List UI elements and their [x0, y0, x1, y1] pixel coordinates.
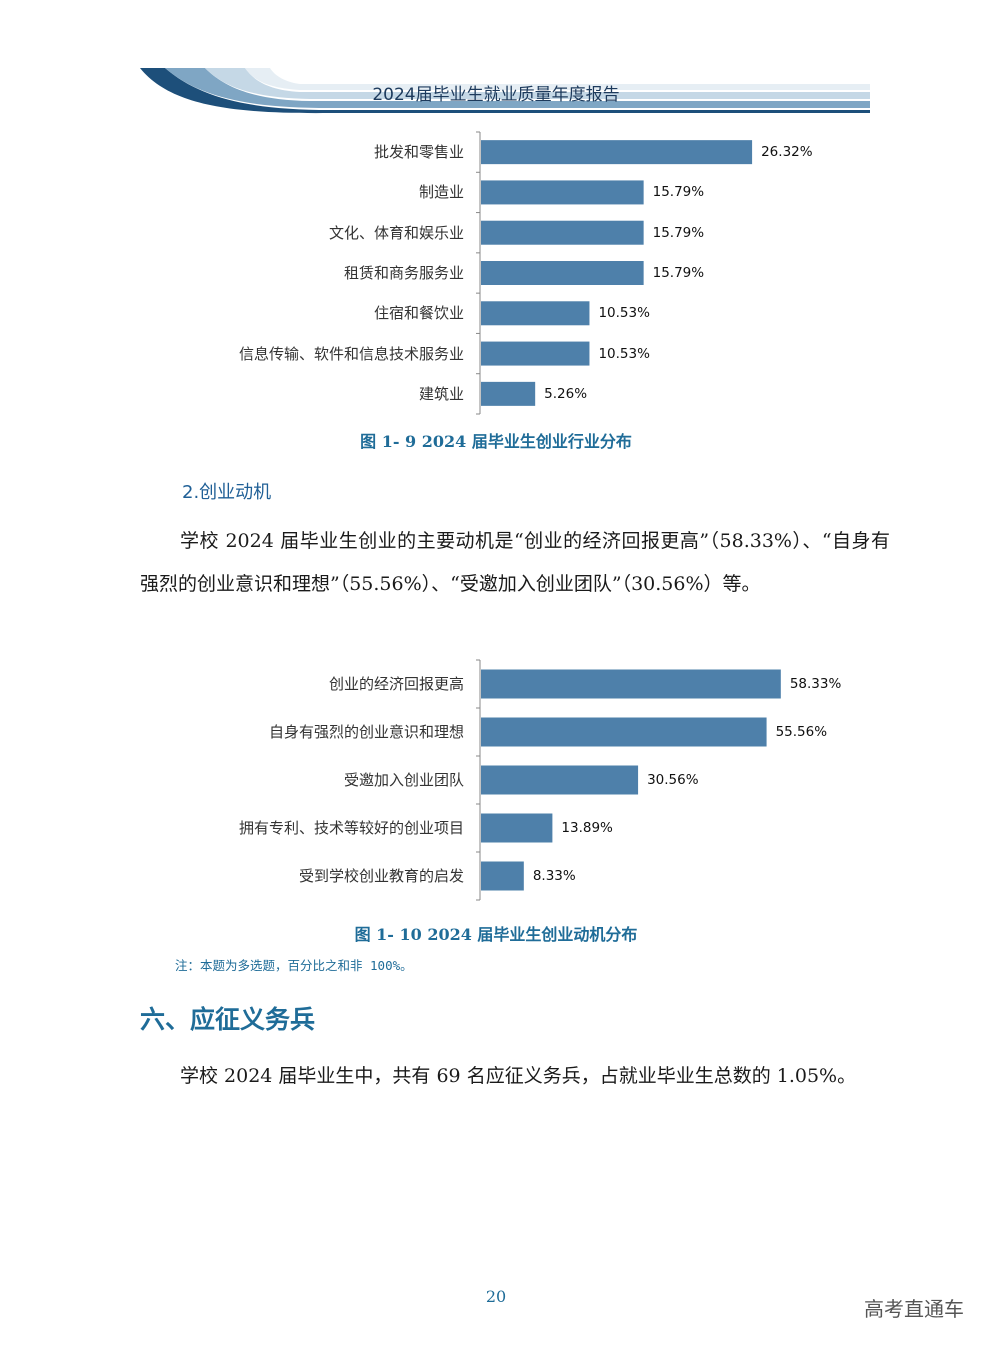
value-label: 15.79%	[652, 224, 705, 241]
value-label: 10.53%	[598, 345, 650, 362]
bar-1	[481, 669, 781, 699]
category-label: 建筑业	[418, 384, 464, 403]
value-label: 8.33%	[532, 868, 576, 884]
page-number: 20	[485, 1287, 507, 1306]
motivation-distribution-chart: 创业的经济回报更高 58.33% 自身有强烈的创业意识和理想 55.56% 受邀加入创业…	[0, 656, 992, 906]
page-header: 2024届毕业生就业质量年度报告	[0, 0, 992, 120]
category-label: 受邀加入创业团队	[343, 771, 464, 789]
value-label: 5.26%	[544, 385, 588, 402]
category-label: 受到学校创业教育的启发	[298, 867, 464, 885]
subsection-title: 2.创业动机	[182, 482, 272, 503]
category-label: 批发和零售业	[373, 143, 464, 162]
value-label: 26.32%	[761, 144, 813, 161]
military-paragraph: 学校 2024 届毕业生中，共有 69 名应征义务兵，占就业毕业生总数的 1.0…	[180, 1065, 857, 1087]
category-label: 租赁和商务服务业	[343, 264, 464, 282]
bar-3	[481, 220, 644, 245]
report-title: 2024届毕业生就业质量年度报告	[372, 85, 620, 105]
motivation-paragraph: 学校 2024 届毕业生创业的主要动机是“创业的经济回报更高”（58.33%）、…	[140, 530, 890, 595]
category-label: 制造业	[418, 183, 464, 202]
bar-2	[481, 180, 644, 205]
header-swoosh-decoration	[140, 68, 870, 114]
category-label: 文化、体育和娱乐业	[328, 223, 464, 242]
bar-4	[481, 813, 553, 843]
bar-2	[481, 717, 767, 747]
value-label: 15.79%	[652, 265, 705, 281]
bar-5	[481, 861, 524, 891]
bar-1	[481, 140, 753, 165]
value-label: 15.79%	[652, 184, 705, 201]
bar-5	[481, 301, 590, 326]
value-label: 30.56%	[647, 772, 699, 788]
bar-4	[481, 261, 644, 285]
motivation-chart-caption: 图 1- 10 2024 届毕业生创业动机分布	[354, 925, 638, 944]
value-label: 58.33%	[789, 676, 842, 692]
category-label: 信息传输、软件和信息技术服务业	[238, 344, 464, 363]
value-label: 10.53%	[598, 305, 650, 322]
watermark-text: 高考直通车	[864, 1297, 964, 1321]
bar-3	[481, 765, 639, 795]
category-label: 住宿和餐饮业	[373, 304, 464, 323]
section-heading: 六、应征义务兵	[140, 1005, 316, 1034]
industry-chart-svg	[476, 131, 753, 415]
industry-distribution-chart: 批发和零售业 26.32% 制造业 15.79% 文化、体育和娱乐业 15.79% 租赁和商…	[0, 128, 992, 418]
category-label: 自身有强烈的创业意识和理想	[268, 723, 464, 741]
motivation-chart-svg	[476, 659, 781, 901]
bar-6	[481, 341, 590, 366]
industry-chart-caption: 图 1- 9 2024 届毕业生创业行业分布	[360, 432, 632, 451]
multi-choice-note: 注：本题为多选题，百分比之和非 100%。	[175, 958, 413, 973]
category-label: 创业的经济回报更高	[328, 675, 464, 693]
value-label: 13.89%	[561, 820, 613, 836]
bar-7	[481, 381, 536, 406]
category-label: 拥有专利、技术等较好的创业项目	[238, 819, 464, 837]
value-label: 55.56%	[775, 724, 828, 740]
